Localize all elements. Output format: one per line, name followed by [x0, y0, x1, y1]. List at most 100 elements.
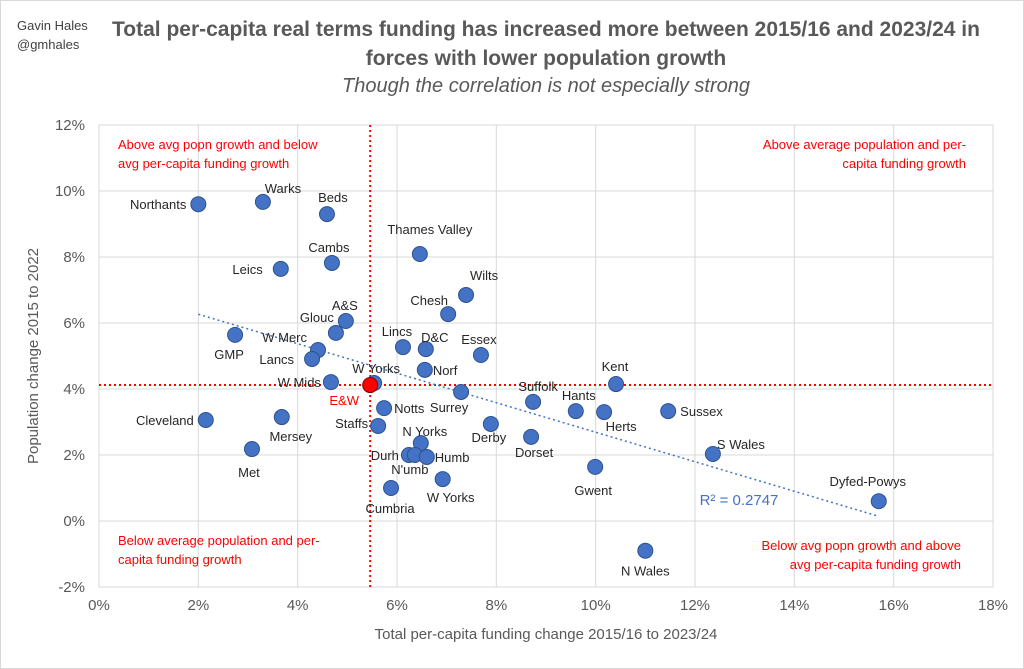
- y-tick-label: 2%: [63, 447, 85, 464]
- data-point: [704, 446, 721, 463]
- point-label: Mersey: [269, 429, 312, 444]
- x-tick-label: 6%: [386, 597, 408, 614]
- data-point: [434, 471, 451, 488]
- point-label: Cambs: [308, 240, 350, 255]
- point-label: W Mids: [278, 375, 322, 390]
- annotation-top-right: Above average population and per-: [763, 137, 966, 152]
- point-label: Met: [238, 465, 260, 480]
- point-label: Lancs: [259, 352, 294, 367]
- data-point: [197, 412, 214, 429]
- point-label: Notts: [394, 401, 425, 416]
- data-point: [337, 313, 354, 330]
- point-label: GMP: [214, 347, 244, 362]
- data-point: [482, 415, 499, 432]
- data-point: [458, 286, 475, 303]
- data-point: [453, 383, 470, 400]
- y-tick-label: 0%: [63, 513, 85, 530]
- data-point: [417, 341, 434, 358]
- author-handle: @gmhales: [17, 37, 80, 52]
- point-label: S Wales: [717, 437, 765, 452]
- y-tick-label: 10%: [55, 183, 85, 200]
- reference-point-label: E&W: [329, 393, 359, 408]
- y-tick-label: -2%: [58, 579, 85, 596]
- point-label: Gwent: [574, 483, 612, 498]
- point-label: Norf: [433, 363, 458, 378]
- data-point: [411, 246, 428, 263]
- data-point: [322, 374, 339, 391]
- point-label: Dorset: [515, 445, 554, 460]
- y-tick-label: 8%: [63, 249, 85, 266]
- data-point: [304, 350, 321, 367]
- point-label: Staffs: [335, 416, 369, 431]
- point-label: W Yorks: [427, 490, 475, 505]
- data-point: [472, 347, 489, 364]
- data-point: [243, 441, 260, 458]
- data-point: [376, 400, 393, 417]
- data-point: [272, 260, 289, 277]
- point-label: Cleveland: [136, 413, 194, 428]
- data-point: [227, 326, 244, 343]
- annotation-bottom-right: avg per-capita funding growth: [790, 557, 961, 572]
- data-point: [637, 542, 654, 559]
- data-point: [254, 193, 271, 210]
- point-label: Lincs: [382, 324, 413, 339]
- point-label: D&C: [421, 330, 448, 345]
- y-tick-label: 12%: [55, 117, 85, 134]
- annotation-top-right: capita funding growth: [842, 156, 966, 171]
- point-label: Dyfed-Powys: [829, 474, 906, 489]
- r-squared-label: R² = 0.2747: [700, 492, 779, 509]
- point-label: A&S: [332, 298, 358, 313]
- data-point: [418, 448, 435, 465]
- point-label: Wilts: [470, 268, 499, 283]
- data-point: [370, 417, 387, 434]
- data-point: [870, 493, 887, 510]
- point-label: Kent: [602, 359, 629, 374]
- point-label: N Wales: [621, 564, 670, 579]
- point-label: Leics: [232, 262, 263, 277]
- data-point: [318, 206, 335, 223]
- y-tick-label: 6%: [63, 315, 85, 332]
- reference-point: [362, 377, 379, 394]
- point-label: Derby: [472, 430, 507, 445]
- point-label: Thames Valley: [387, 222, 473, 237]
- x-tick-label: 16%: [879, 597, 909, 614]
- annotation-bottom-left: capita funding growth: [118, 552, 242, 567]
- point-label: W Merc: [262, 330, 307, 345]
- x-tick-label: 8%: [485, 597, 507, 614]
- point-label: Warks: [265, 181, 302, 196]
- data-point: [416, 361, 433, 378]
- data-point: [523, 428, 540, 445]
- trendline: [198, 313, 879, 518]
- point-label: Essex: [461, 332, 497, 347]
- x-tick-label: 0%: [88, 597, 110, 614]
- point-label: Sussex: [680, 404, 723, 419]
- point-label: Glouc: [300, 310, 334, 325]
- x-tick-label: 10%: [581, 597, 611, 614]
- chart-title: Total per-capita real terms funding has …: [112, 18, 980, 70]
- data-point: [394, 339, 411, 356]
- data-point: [660, 403, 677, 420]
- x-tick-label: 14%: [779, 597, 809, 614]
- data-point: [567, 403, 584, 420]
- data-point: [440, 306, 457, 323]
- x-tick-label: 12%: [680, 597, 710, 614]
- point-label: Suffolk: [518, 379, 558, 394]
- author-name: Gavin Hales: [17, 18, 88, 33]
- x-tick-label: 18%: [978, 597, 1008, 614]
- point-label: N'umb: [391, 462, 428, 477]
- x-tick-label: 2%: [187, 597, 209, 614]
- data-point: [273, 409, 290, 426]
- point-label: Durh: [371, 448, 399, 463]
- point-label: N Yorks: [402, 424, 447, 439]
- point-label: Humb: [435, 450, 470, 465]
- point-label: Cumbria: [365, 501, 415, 516]
- point-label: Chesh: [410, 293, 448, 308]
- data-point: [190, 196, 207, 213]
- x-tick-label: 4%: [287, 597, 309, 614]
- y-axis-title: Population change 2015 to 2022: [25, 248, 42, 464]
- point-label: Surrey: [430, 400, 469, 415]
- point-label: W Yorks: [352, 361, 400, 376]
- point-label: Beds: [318, 190, 348, 205]
